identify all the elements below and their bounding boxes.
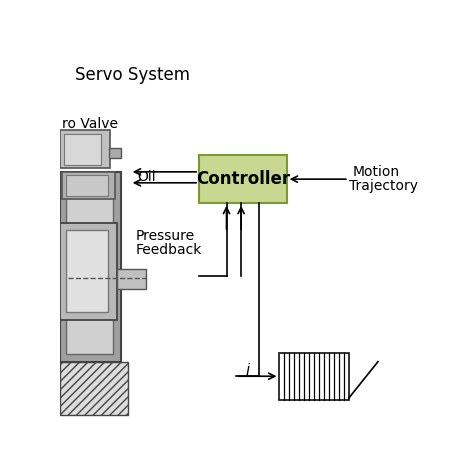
Bar — [64, 134, 100, 164]
Text: $i$: $i$ — [245, 362, 251, 378]
Bar — [66, 179, 113, 355]
Bar — [62, 172, 115, 199]
Text: Trajectory: Trajectory — [349, 180, 418, 193]
Text: Motion: Motion — [352, 165, 400, 179]
Bar — [61, 223, 117, 319]
Text: Oil: Oil — [137, 170, 155, 184]
Text: ro Valve: ro Valve — [62, 118, 118, 131]
Bar — [66, 175, 108, 196]
Bar — [199, 155, 287, 203]
Bar — [61, 172, 121, 362]
Bar — [279, 353, 349, 400]
Bar — [117, 269, 146, 289]
Bar — [61, 130, 109, 168]
Text: Servo System: Servo System — [75, 66, 190, 84]
Text: Controller: Controller — [196, 170, 290, 188]
Text: Pressure: Pressure — [135, 229, 194, 243]
Bar — [66, 230, 108, 312]
Text: Feedback: Feedback — [135, 243, 201, 257]
Bar — [61, 362, 128, 415]
Bar — [109, 148, 121, 158]
